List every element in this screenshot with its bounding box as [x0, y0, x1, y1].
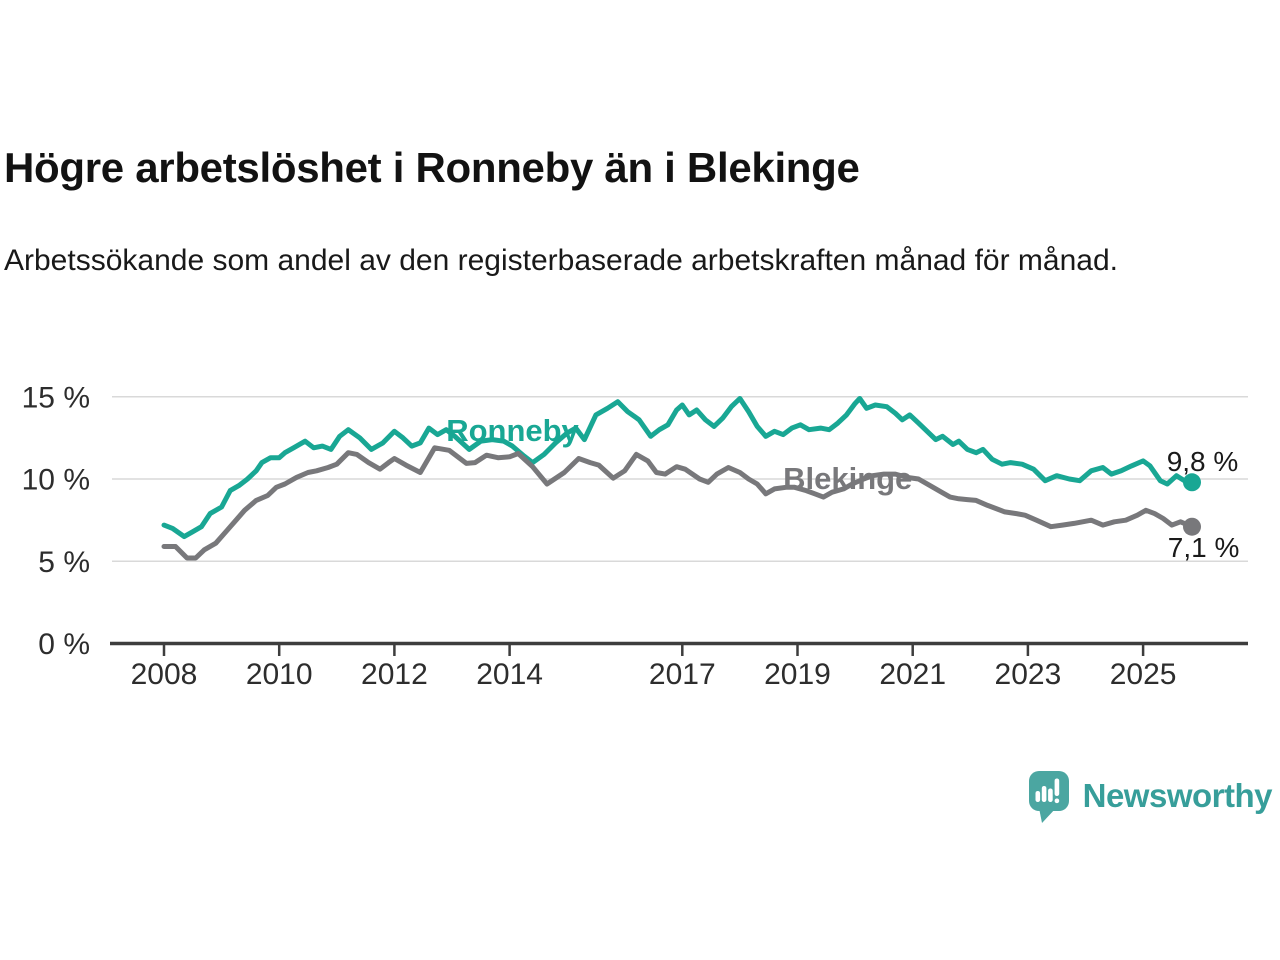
- newsworthy-logo-text: Newsworthy: [1082, 777, 1273, 814]
- x-tick-label-2012: 2012: [361, 658, 428, 691]
- x-tick-label-2017: 2017: [649, 658, 716, 691]
- newsworthy-logo-icon: [1028, 770, 1069, 823]
- y-tick-label-0: 0 %: [38, 628, 90, 661]
- x-tick-label-2019: 2019: [764, 658, 831, 691]
- series-line-ronneby: [161, 396, 1195, 540]
- chart-subtitle: Arbetssökande som andel av den registerb…: [4, 244, 1118, 277]
- x-tick-label-2014: 2014: [476, 658, 543, 691]
- y-tick-label-5: 5 %: [38, 546, 90, 579]
- logo-exclamation-dot: [1054, 798, 1059, 803]
- logo-bubble-tail: [1038, 807, 1056, 823]
- x-tick-label-2021: 2021: [879, 658, 946, 691]
- x-tick-label-2023: 2023: [995, 658, 1062, 691]
- value-label-7-1-: 7,1 %: [1168, 532, 1240, 563]
- series-end-dot-blekinge: [1183, 517, 1201, 536]
- series-label-ronneby: Ronneby: [446, 413, 579, 448]
- logo-bar-3: [1047, 788, 1053, 802]
- value-label-9-8-: 9,8 %: [1167, 446, 1239, 477]
- logo-exclamation-bar: [1054, 778, 1059, 796]
- series-line-blekinge: [161, 445, 1195, 561]
- y-tick-label-15: 15 %: [22, 381, 90, 414]
- logo-bar-1: [1035, 790, 1040, 802]
- series-end-dot-ronneby: [1183, 473, 1201, 492]
- x-tick-label-2008: 2008: [131, 658, 198, 691]
- series-label-blekinge: Blekinge: [783, 461, 912, 496]
- y-tick-label-10: 10 %: [22, 464, 90, 497]
- x-tick-label-2010: 2010: [246, 658, 313, 691]
- chart-title: Högre arbetslöshet i Ronneby än i Blekin…: [4, 144, 860, 191]
- newsworthy-logo: Newsworthy: [1026, 767, 1273, 825]
- x-tick-label-2025: 2025: [1110, 658, 1177, 691]
- logo-bar-2: [1041, 785, 1047, 802]
